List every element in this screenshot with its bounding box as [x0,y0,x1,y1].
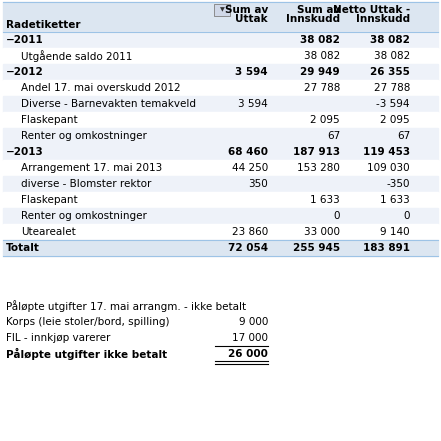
Text: 38 082: 38 082 [304,51,340,61]
Text: 153 280: 153 280 [297,163,340,173]
Text: Radetiketter: Radetiketter [6,20,81,30]
Text: 23 860: 23 860 [232,227,268,237]
Text: diverse - Blomster rektor: diverse - Blomster rektor [21,179,151,189]
Text: -3 594: -3 594 [377,99,410,109]
Text: 0: 0 [404,211,410,221]
Text: Innskudd: Innskudd [356,14,410,24]
Bar [3,224,438,240]
Text: Flaskepant: Flaskepant [21,195,78,205]
Bar [3,64,438,80]
Text: 0: 0 [333,211,340,221]
Text: 27 788: 27 788 [303,83,340,93]
Text: Renter og omkostninger: Renter og omkostninger [21,211,147,221]
Text: Påløpte utgifter ikke betalt: Påløpte utgifter ikke betalt [6,348,167,360]
Text: 2 095: 2 095 [310,115,340,125]
Text: Sum av: Sum av [225,5,268,15]
Bar [3,176,438,192]
Bar [3,96,438,112]
Text: Renter og omkostninger: Renter og omkostninger [21,131,147,141]
Bar [3,192,438,208]
Text: 2 095: 2 095 [381,115,410,125]
Text: 3 594: 3 594 [235,67,268,77]
Bar [3,80,438,96]
Text: 350: 350 [248,179,268,189]
Text: 26 000: 26 000 [228,349,268,359]
Bar [3,32,438,48]
Bar [3,208,438,224]
Text: −2013: −2013 [6,147,44,157]
Text: 44 250: 44 250 [232,163,268,173]
Text: 26 355: 26 355 [370,67,410,77]
Text: 67: 67 [327,131,340,141]
Text: −2011: −2011 [6,35,44,45]
Text: 9 000: 9 000 [239,317,268,327]
Text: 68 460: 68 460 [228,147,268,157]
Text: 72 054: 72 054 [228,243,268,253]
Text: 187 913: 187 913 [293,147,340,157]
Text: Korps (leie stoler/bord, spilling): Korps (leie stoler/bord, spilling) [6,317,169,327]
Text: Totalt: Totalt [6,243,40,253]
Text: 183 891: 183 891 [363,243,410,253]
Text: 33 000: 33 000 [304,227,340,237]
Text: Påløpte utgifter 17. mai arrangm. - ikke betalt: Påløpte utgifter 17. mai arrangm. - ikke… [6,300,246,312]
Bar [3,128,438,144]
Text: 9 140: 9 140 [381,227,410,237]
Text: 17 000: 17 000 [232,333,268,343]
Text: 38 082: 38 082 [374,51,410,61]
Text: Andel 17. mai overskudd 2012: Andel 17. mai overskudd 2012 [21,83,181,93]
Text: FIL - innkjøp varerer: FIL - innkjøp varerer [6,333,110,343]
Bar [3,48,438,64]
Text: Diverse - Barnevakten temakveld: Diverse - Barnevakten temakveld [21,99,196,109]
Text: 27 788: 27 788 [374,83,410,93]
Text: 3 594: 3 594 [238,99,268,109]
Text: −2012: −2012 [6,67,44,77]
Text: 109 030: 109 030 [367,163,410,173]
Text: 1 633: 1 633 [380,195,410,205]
Text: ▼: ▼ [220,7,224,12]
Bar [3,160,438,176]
Text: Sum av: Sum av [297,5,340,15]
Text: 38 082: 38 082 [300,35,340,45]
Text: Utearealet: Utearealet [21,227,76,237]
Text: 1 633: 1 633 [310,195,340,205]
Text: 119 453: 119 453 [363,147,410,157]
Text: Innskudd: Innskudd [286,14,340,24]
Bar [3,2,438,32]
Text: 38 082: 38 082 [370,35,410,45]
Text: -350: -350 [386,179,410,189]
Text: Netto Uttak -: Netto Uttak - [333,5,410,15]
Text: Arrangement 17. mai 2013: Arrangement 17. mai 2013 [21,163,162,173]
Bar [3,240,438,256]
Bar [3,144,438,160]
Text: Uttak: Uttak [235,14,268,24]
Text: 29 949: 29 949 [300,67,340,77]
Bar [214,4,230,16]
Text: 255 945: 255 945 [293,243,340,253]
Text: Flaskepant: Flaskepant [21,115,78,125]
Text: 67: 67 [397,131,410,141]
Text: Utgående saldo 2011: Utgående saldo 2011 [21,50,132,62]
Bar [3,112,438,128]
